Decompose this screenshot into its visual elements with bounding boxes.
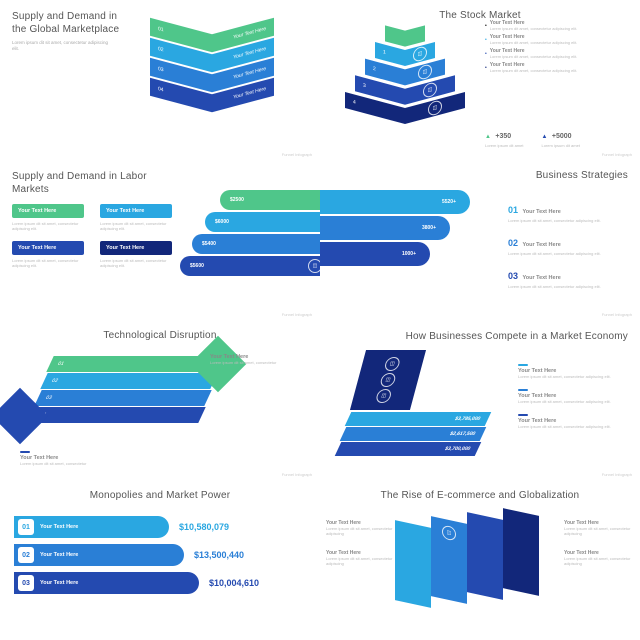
list-item: •Your Text HereLorem ipsum dit amet, con… — [485, 62, 625, 73]
footer-tag: Funnel Infograph — [282, 152, 312, 157]
list: •Your Text HereLorem ipsum dit amet, con… — [485, 20, 625, 73]
chart-icon: ◫ — [418, 63, 432, 81]
list-item: 02 Your Text HereLorem ipsum dit sit ame… — [508, 233, 628, 256]
step-item: 01 Your Text Here $10,580,079 — [14, 516, 304, 538]
slide-tech-disruption: Technological Disruption 01 02 03 04 You… — [0, 320, 320, 480]
chart-icon: ◫ — [446, 247, 460, 261]
slide-market-economy: How Businesses Compete in a Market Econo… — [320, 320, 640, 480]
chart-icon: ◫ — [428, 99, 442, 117]
chart-icon: ◫ — [375, 389, 393, 403]
pill-item: Your Text HereLorem ipsum dit sit amet, … — [100, 204, 172, 231]
footer-tag: Funnel Infograph — [602, 472, 632, 477]
list-item: Your Text HereLorem ipsum dit sit amet, … — [518, 414, 628, 429]
step-value: $10,004,610 — [209, 578, 259, 588]
list: 01 Your Text HereLorem ipsum dit sit ame… — [508, 200, 628, 289]
list-item: Your Text HereLorem ipsum dit sit amet, … — [326, 520, 396, 536]
arc-graphic: $2500 $6000 $5400 $5600◫ — [180, 190, 320, 300]
ribbon-graphic: 01 02 03 04 — [50, 356, 250, 466]
slide-stock-market: The Stock Market 1◫ 2◫ 3◫ 4◫ •Your Text … — [320, 0, 640, 160]
slide-monopolies: Monopolies and Market Power 01 Your Text… — [0, 480, 320, 640]
chart-icon: ◫ — [379, 373, 397, 387]
stat-item: ▲ +5000Lorem ipsum dit amet — [541, 125, 579, 148]
footer-tag: Funnel Infograph — [282, 312, 312, 317]
list-item: •Your Text HereLorem ipsum dit amet, con… — [485, 34, 625, 45]
dash-accent — [210, 350, 220, 352]
slide-title: Supply and Demand in Labor Markets — [12, 170, 172, 196]
list-right: Your Text HereLorem ipsum dit sit amet, … — [564, 520, 634, 566]
step-list: 01 Your Text Here $10,580,079 02 Your Te… — [14, 516, 304, 594]
slide-title: Business Strategies — [332, 170, 628, 181]
chart-icon: ◫ — [423, 81, 437, 99]
slide-supply-demand-global: Supply and Demand in the Global Marketpl… — [0, 0, 320, 160]
list-item: Your Text HereLorem ipsum dit sit amet, … — [518, 389, 628, 404]
stats: ▲ +350Lorem ipsum dit amet ▲ +5000Lorem … — [485, 125, 580, 148]
footer-tag: Funnel Infograph — [282, 472, 312, 477]
slide-title: How Businesses Compete in a Market Econo… — [332, 330, 628, 343]
fold-graphic: 01 02 03 04 Your Text Here Your Text Her… — [150, 18, 290, 128]
footer-tag: Funnel Infograph — [602, 312, 632, 317]
slide-grid: Supply and Demand in the Global Marketpl… — [0, 0, 640, 640]
slide-title: The Rise of E-commerce and Globalization — [332, 490, 628, 501]
pill-grid: Your Text HereLorem ipsum dit sit amet, … — [12, 204, 172, 268]
list-left: Your Text HereLorem ipsum dit sit amet, … — [326, 520, 396, 566]
list-item: Your Text HereLorem ipsum dit sit amet, … — [326, 550, 396, 566]
slab-graphic: ◫ ◫ ◫ $3,795,000 $2,617,500 $3,700,000 — [348, 350, 498, 460]
chart-icon: ◫ — [383, 357, 401, 371]
step-item: 03 Your Text Here $10,004,610 — [14, 572, 304, 594]
pill-item: Your Text HereLorem ipsum dit sit amet, … — [12, 204, 84, 231]
dash-accent — [20, 451, 30, 453]
slide-title: Supply and Demand in the Global Marketpl… — [12, 10, 122, 36]
step-value: $13,500,440 — [194, 550, 244, 560]
text-block: Your Text Here Lorem ipsum dit sit amet,… — [20, 451, 110, 466]
slab-graphic: ◫ — [395, 516, 545, 626]
footer-tag: Funnel Infograph — [602, 152, 632, 157]
slide-title: Monopolies and Market Power — [12, 490, 308, 501]
list-item: 01 Your Text HereLorem ipsum dit sit ame… — [508, 200, 628, 223]
pill-item: Your Text HereLorem ipsum dit sit amet, … — [100, 241, 172, 268]
list: Your Text HereLorem ipsum dit sit amet, … — [518, 364, 628, 429]
stat-item: ▲ +350Lorem ipsum dit amet — [485, 125, 523, 148]
list-item: Your Text HereLorem ipsum dit sit amet, … — [564, 520, 634, 536]
list-item: Your Text HereLorem ipsum dit sit amet, … — [564, 550, 634, 566]
pyramid-graphic: 1◫ 2◫ 3◫ 4◫ — [350, 28, 460, 123]
list-item: Your Text HereLorem ipsum dit sit amet, … — [518, 364, 628, 379]
chart-icon: ◫ — [308, 259, 320, 273]
slide-title: Technological Disruption — [12, 330, 308, 341]
list-item: 03 Your Text HereLorem ipsum dit sit ame… — [508, 266, 628, 289]
list-item: •Your Text HereLorem ipsum dit amet, con… — [485, 20, 625, 31]
chart-icon: ◫ — [413, 45, 427, 63]
text-block: Your Text Here Lorem ipsum dit sit amet,… — [210, 350, 300, 365]
slide-ecommerce: The Rise of E-commerce and Globalization… — [320, 480, 640, 640]
step-value: $10,580,079 — [179, 522, 229, 532]
fan-graphic: 5520+ 3800+ 1000+◫ — [320, 190, 470, 290]
slide-body: Lorem ipsum dit sit amet, consectetur ad… — [12, 40, 112, 53]
list-item: •Your Text HereLorem ipsum dit amet, con… — [485, 48, 625, 59]
slide-business-strategies: Business Strategies 5520+ 3800+ 1000+◫ 0… — [320, 160, 640, 320]
pill-item: Your Text HereLorem ipsum dit sit amet, … — [12, 241, 84, 268]
slide-labor-markets: Supply and Demand in Labor Markets Your … — [0, 160, 320, 320]
chart-icon: ◫ — [442, 525, 456, 542]
step-item: 02 Your Text Here $13,500,440 — [14, 544, 304, 566]
